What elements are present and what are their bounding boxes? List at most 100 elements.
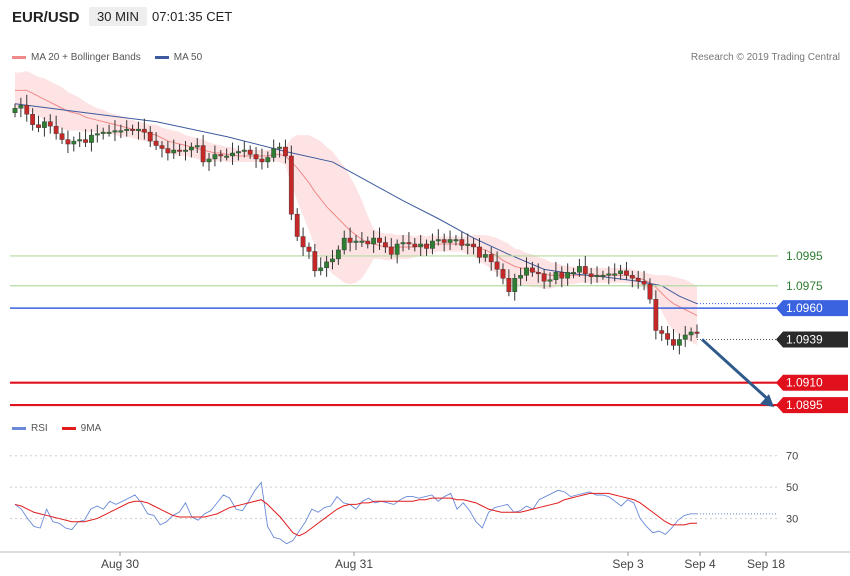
level-label-0: 1.0995 xyxy=(786,249,823,263)
candle-body xyxy=(453,239,459,242)
candle-body xyxy=(600,275,606,278)
level-label-5: 1.0895 xyxy=(786,398,823,412)
rsi-swatch xyxy=(12,427,26,430)
candle-body xyxy=(77,139,83,142)
candle-body xyxy=(224,155,230,158)
candle-body xyxy=(518,275,524,279)
rsi-tick-label-1: 50 xyxy=(786,482,798,494)
candle-body xyxy=(606,273,612,276)
candle-body xyxy=(83,139,88,143)
candle-body xyxy=(682,334,688,340)
level-tag-2 xyxy=(776,300,848,317)
candle-body xyxy=(288,155,294,215)
candle-body xyxy=(435,239,441,242)
x-tick-label-2: Sep 3 xyxy=(612,557,644,571)
candle-body xyxy=(547,279,553,282)
legend-ma20: MA 20 + Bollinger Bands xyxy=(12,52,141,63)
candle-body xyxy=(512,278,518,292)
candle-body xyxy=(382,242,388,248)
candle-body xyxy=(582,266,588,275)
level-tag-5 xyxy=(776,397,848,414)
candle-body xyxy=(347,237,353,243)
legend-9ma-label: 9MA xyxy=(80,423,102,434)
candle-body xyxy=(612,273,618,276)
candle-body xyxy=(230,152,235,157)
candle-body xyxy=(71,140,77,145)
candle-body xyxy=(177,149,183,152)
candle-body xyxy=(283,146,288,157)
candle-body xyxy=(688,331,694,336)
candle-body xyxy=(365,240,371,245)
candle-body xyxy=(482,254,488,258)
rsi-line xyxy=(14,481,697,545)
candle-body xyxy=(41,121,47,128)
candle-body xyxy=(247,149,253,155)
candle-body xyxy=(471,243,476,248)
candle-body xyxy=(394,243,400,255)
rsi-tick-label-0: 30 xyxy=(786,514,798,526)
candle-body xyxy=(236,151,241,154)
candle-body xyxy=(324,261,330,269)
candle-body xyxy=(659,330,665,334)
time-label: 07:01:35 CET xyxy=(152,9,233,24)
candle-body xyxy=(424,243,429,249)
candle-body xyxy=(300,236,306,248)
legend-rsi-label: RSI xyxy=(31,423,48,434)
candle-body xyxy=(588,273,594,278)
candle-body xyxy=(447,239,453,243)
candle-body xyxy=(200,145,206,163)
legend-ma50-label: MA 50 xyxy=(173,52,203,63)
candle-body xyxy=(218,154,224,157)
candle-body xyxy=(100,131,106,134)
x-tick-label-1: Aug 31 xyxy=(335,557,373,571)
candle-body xyxy=(159,145,165,149)
candle-body xyxy=(459,239,465,246)
candle-body xyxy=(577,266,582,273)
x-tick-label-3: Sep 4 xyxy=(684,557,716,571)
candle-body xyxy=(206,158,212,163)
candle-body xyxy=(183,149,188,152)
candle-body xyxy=(312,251,318,272)
candle-body xyxy=(635,278,641,282)
forecast-arrowhead xyxy=(760,394,774,408)
candle-body xyxy=(241,149,247,152)
candle-body xyxy=(418,243,424,248)
candle-body xyxy=(529,267,535,273)
level-tag-3 xyxy=(776,331,848,348)
candle-body xyxy=(477,246,482,258)
candle-body xyxy=(294,213,300,237)
rsi-ma-swatch xyxy=(61,427,76,430)
candle-body xyxy=(388,246,394,255)
candle-body xyxy=(653,298,659,331)
timeframe-selector[interactable]: 30 MIN xyxy=(89,7,147,26)
legend-ma50: MA 50 xyxy=(154,52,203,63)
ma20-swatch xyxy=(12,56,26,59)
candle-body xyxy=(406,242,412,245)
candle-body xyxy=(400,242,406,245)
chart-header: EUR/USD 30 MIN 07:01:35 CET xyxy=(0,0,850,38)
candle-body xyxy=(412,243,418,248)
candle-body xyxy=(118,130,124,133)
candle-body xyxy=(253,154,259,160)
candle-body xyxy=(171,149,177,154)
candle-body xyxy=(18,105,24,109)
candle-body xyxy=(506,278,512,292)
candle-body xyxy=(130,128,135,131)
candle-body xyxy=(188,146,194,151)
candle-body xyxy=(153,140,159,146)
forecast-arrow xyxy=(700,338,772,403)
candle-body xyxy=(335,249,341,260)
candle-body xyxy=(194,145,200,148)
candle-body xyxy=(306,246,312,252)
candle-body xyxy=(59,133,65,140)
candle-body xyxy=(147,131,153,142)
candle-body xyxy=(65,139,71,145)
candle-body xyxy=(265,157,271,163)
price-legend: MA 20 + Bollinger Bands MA 50 xyxy=(12,52,216,63)
candle-body xyxy=(694,331,700,334)
candle-body xyxy=(30,114,36,125)
candle-body xyxy=(112,130,118,133)
level-label-2: 1.0960 xyxy=(786,301,823,315)
candle-body xyxy=(594,275,600,278)
